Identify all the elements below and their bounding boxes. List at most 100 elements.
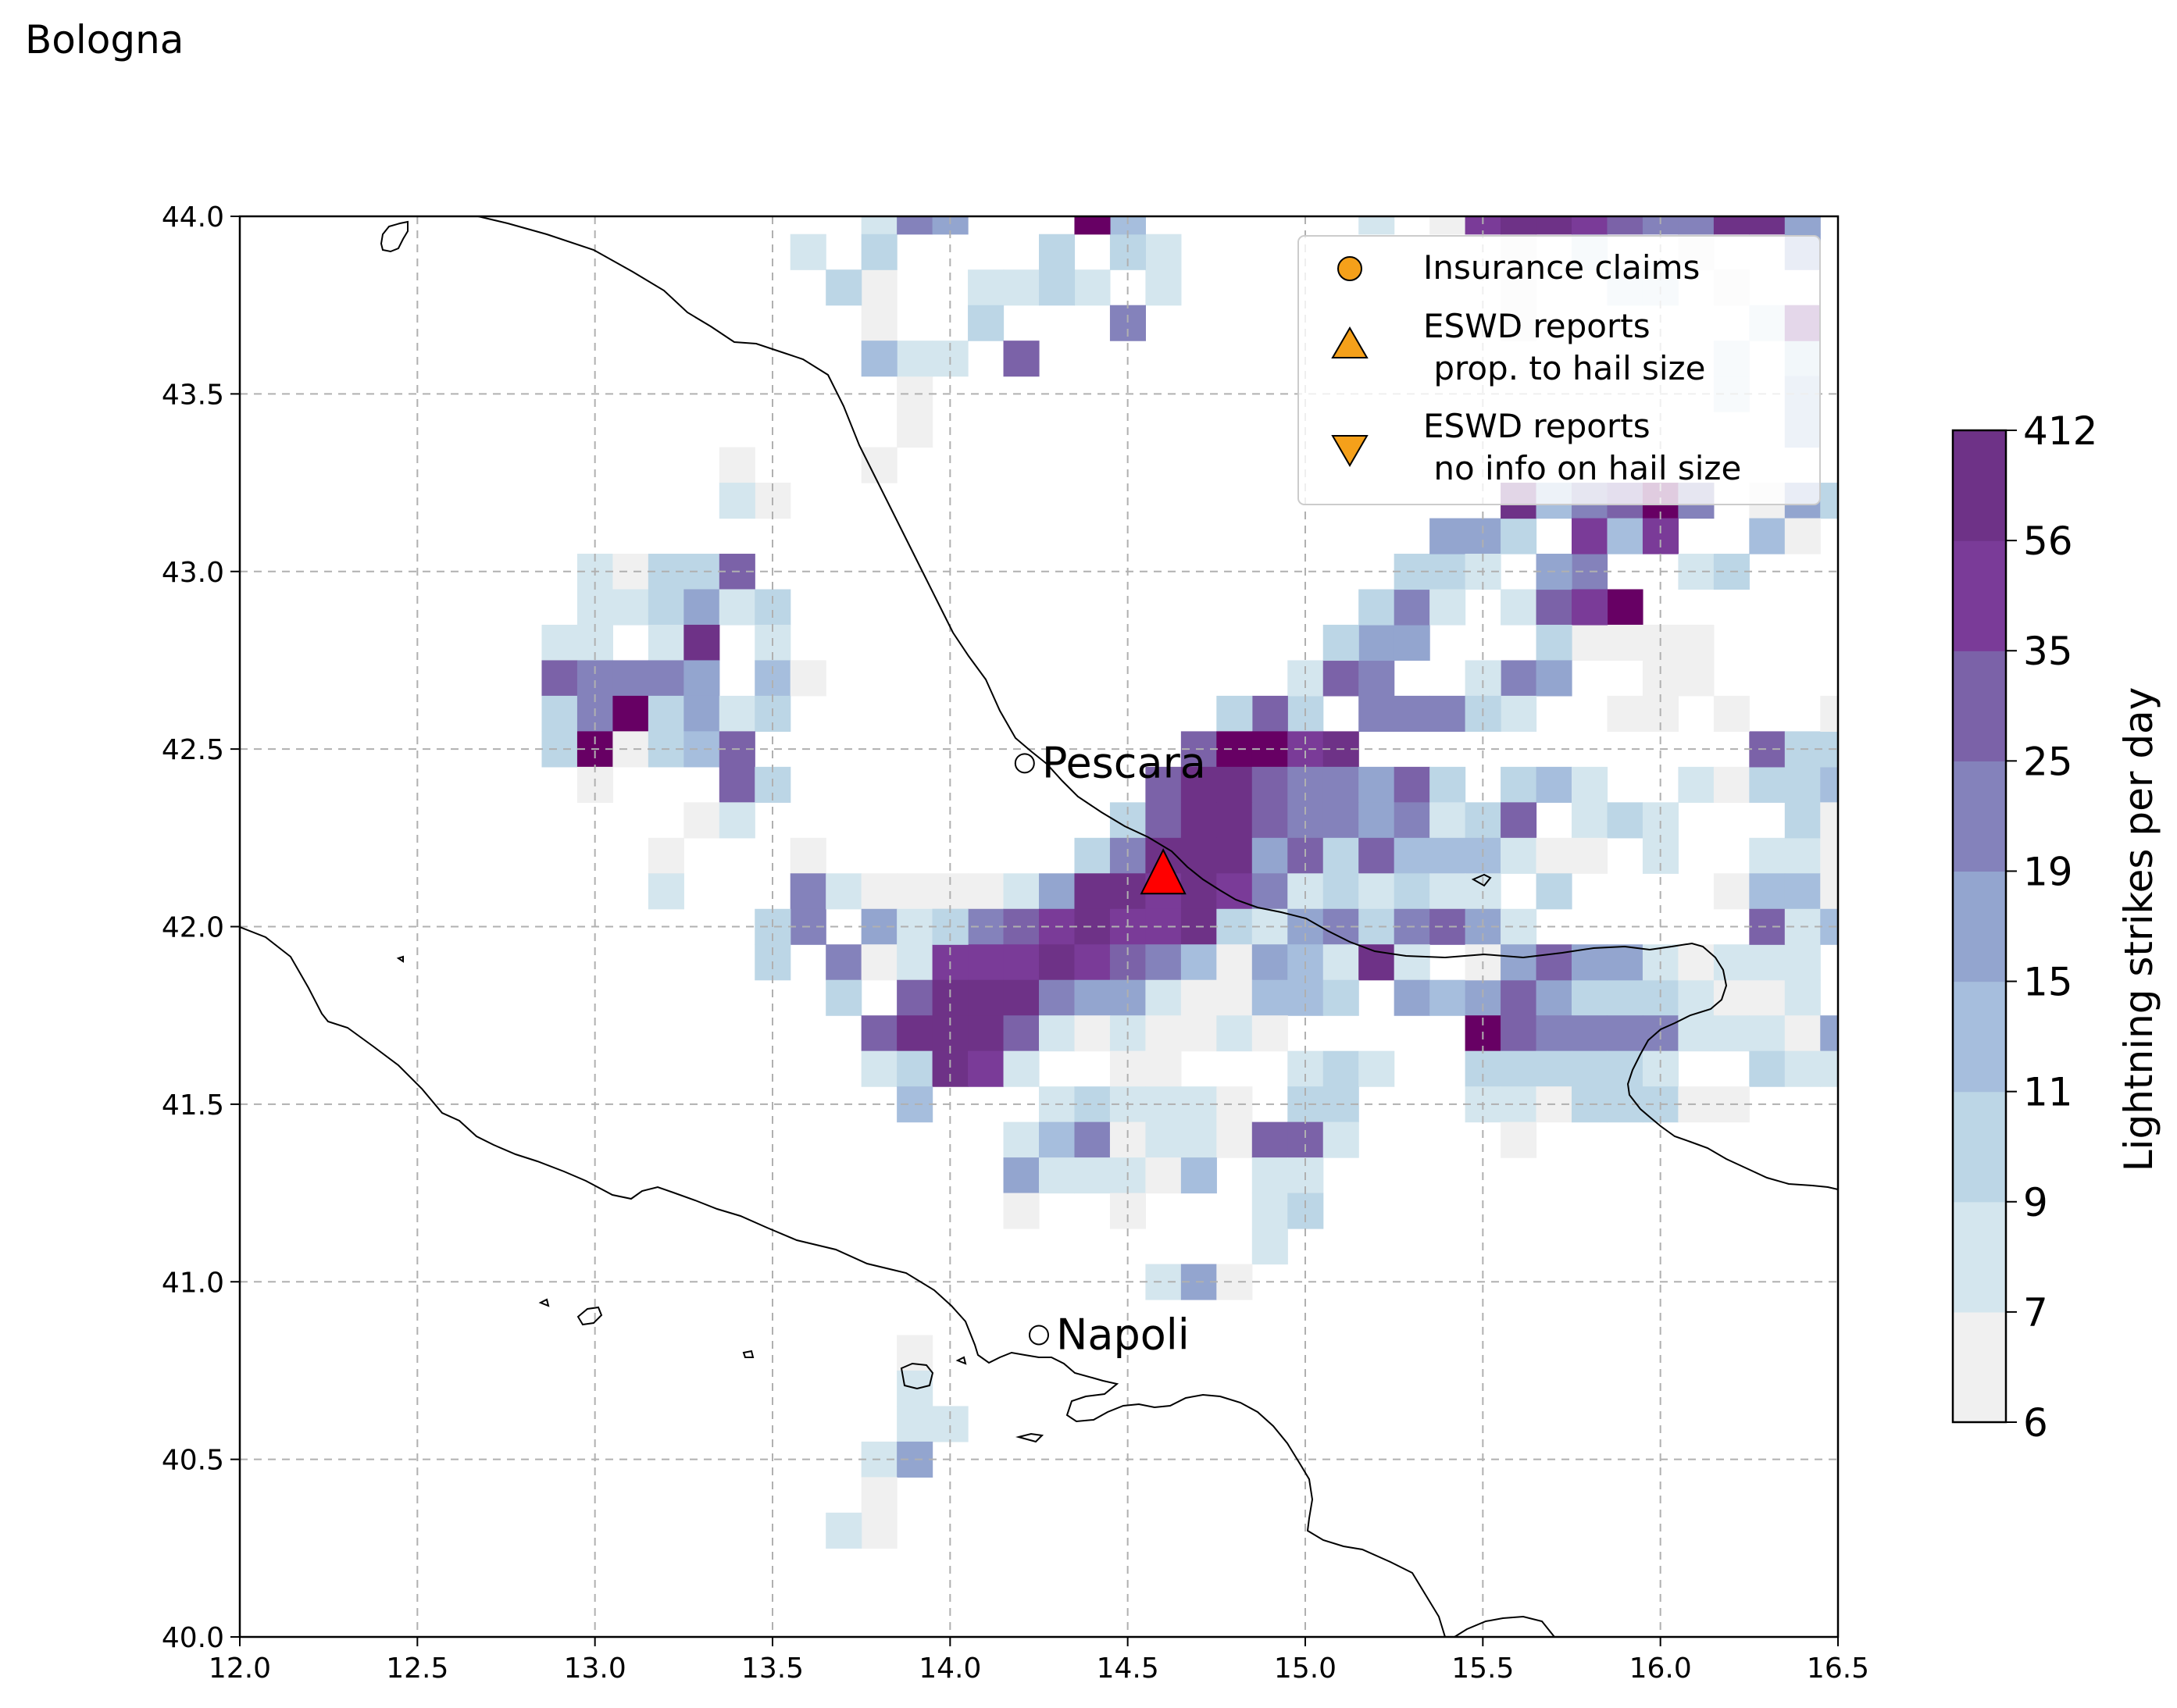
grid-cell <box>1536 873 1572 910</box>
grid-cell <box>719 483 755 519</box>
colorbar-tick-label: 19 <box>2023 849 2073 894</box>
grid-cell <box>1180 1015 1217 1052</box>
grid-cell <box>1820 1050 1838 1087</box>
grid-cell <box>1749 944 1786 981</box>
grid-cell <box>1642 216 1679 235</box>
grid-cell <box>1003 1193 1040 1229</box>
grid-cell <box>790 660 826 697</box>
legend-label-eswd-2: ESWD reports <box>1423 407 1651 445</box>
grid-cell <box>1749 873 1786 910</box>
grid-cell <box>1820 766 1838 803</box>
grid-cell <box>719 447 755 483</box>
y-tick-label: 41.5 <box>162 1089 224 1121</box>
grid-cell <box>1216 1264 1253 1300</box>
grid-cell <box>1501 979 1537 1016</box>
colorbar-tick-label: 412 <box>2023 408 2097 454</box>
grid-cell <box>541 660 578 697</box>
grid-cell <box>861 873 898 910</box>
grid-cell <box>612 695 649 732</box>
colorbar-segment <box>1953 1311 2006 1423</box>
grid-cell <box>1180 766 1217 803</box>
grid-cell <box>1429 766 1466 803</box>
y-axis-ticks: 40.0 40.5 41.0 41.5 42.0 42.5 43.0 43.5 44.0 <box>162 201 240 1654</box>
grid-cell <box>1536 766 1572 803</box>
grid-cell <box>1501 518 1537 554</box>
grid-cell <box>576 660 613 697</box>
grid-cell <box>1749 837 1786 874</box>
legend: Insurance claims ESWD reports prop. to h… <box>1297 235 1821 505</box>
city-marker-icon <box>1014 753 1035 774</box>
grid-cell <box>1465 216 1501 235</box>
grid-cell <box>1820 1015 1838 1052</box>
island-8 <box>955 1356 967 1365</box>
grid-cell <box>541 624 578 661</box>
grid-cell <box>1358 695 1395 732</box>
grid-cell <box>1394 766 1430 803</box>
grid-cell <box>683 802 720 839</box>
y-tick-label: 40.0 <box>162 1622 224 1654</box>
grid-cell <box>968 269 1005 306</box>
grid-cell <box>1251 873 1288 910</box>
grid-cell <box>648 837 684 874</box>
coastline-east <box>477 216 1838 1190</box>
grid-cell <box>1180 837 1217 874</box>
grid-cell <box>1358 837 1395 874</box>
grid-cell <box>1358 908 1395 945</box>
grid-cell <box>1820 695 1838 732</box>
grid-cell <box>1251 766 1288 803</box>
y-tick-label: 44.0 <box>162 201 224 234</box>
grid-cell <box>861 944 898 981</box>
grid-cell <box>1536 1015 1572 1052</box>
grid-cell <box>1003 944 1040 981</box>
grid-cell <box>1713 1015 1750 1052</box>
grid-cell <box>541 731 578 768</box>
grid-cell <box>1784 216 1821 235</box>
corner-title: Bologna <box>25 17 184 62</box>
grid-cell <box>612 660 649 697</box>
colorbar-tick-label: 56 <box>2023 519 2073 564</box>
grid-cell <box>826 979 862 1016</box>
grid-cell <box>1358 1050 1395 1087</box>
grid-cell <box>1572 802 1608 839</box>
grid-cell <box>790 234 826 270</box>
grid-cell <box>1394 624 1430 661</box>
grid-cell <box>1536 979 1572 1016</box>
grid-cell <box>683 660 720 697</box>
city-label: Pescara <box>1042 738 1206 787</box>
grid-cell <box>1322 1050 1359 1087</box>
grid-cell <box>1820 483 1838 519</box>
legend-triangle-up-icon <box>1331 326 1369 358</box>
grid-cell <box>1749 766 1786 803</box>
y-tick-label: 42.5 <box>162 734 224 766</box>
coastline-south <box>1454 1615 1555 1637</box>
x-tick-label: 12.5 <box>386 1653 448 1685</box>
grid-cell <box>1322 944 1359 981</box>
grid-cell <box>861 1015 898 1052</box>
grid-cell <box>1003 1121 1040 1158</box>
grid-cell <box>1180 802 1217 839</box>
grid-cell <box>1536 216 1572 235</box>
grid-cell <box>1287 660 1324 697</box>
grid-cell <box>1713 979 1750 1016</box>
grid-cell <box>897 1406 933 1442</box>
grid-cell <box>648 589 684 626</box>
grid-cell <box>1607 695 1643 732</box>
grid-cell <box>1074 944 1111 981</box>
legend-box <box>1297 235 1821 505</box>
grid-cell <box>1572 216 1608 235</box>
grid-cell <box>1322 1121 1359 1158</box>
grid-cell <box>683 589 720 626</box>
grid-cell <box>1109 216 1146 235</box>
grid-cell <box>1180 873 1217 910</box>
grid-cell <box>1713 873 1750 910</box>
grid-cell <box>826 1512 862 1549</box>
grid-cell <box>1180 979 1217 1016</box>
grid-cell <box>1501 589 1537 626</box>
grid-cell <box>1216 979 1253 1016</box>
grid-cell <box>1394 873 1430 910</box>
y-tick-label: 41.0 <box>162 1267 224 1299</box>
grid-cell <box>1358 624 1395 661</box>
grid-cell <box>1572 518 1608 554</box>
grid-cell <box>1039 1121 1076 1158</box>
grid-cell <box>1003 1050 1040 1087</box>
